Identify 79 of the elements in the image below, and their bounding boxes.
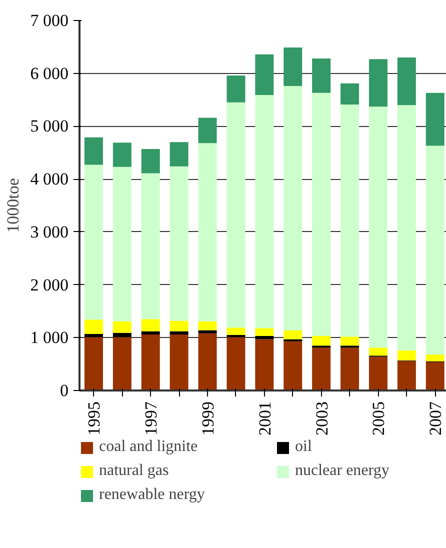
bar bbox=[198, 330, 217, 334]
bar bbox=[340, 104, 360, 337]
bar bbox=[368, 106, 388, 348]
bar bbox=[226, 102, 246, 328]
bar bbox=[84, 334, 103, 338]
bar bbox=[112, 142, 132, 167]
y-tick-label: 4 000 bbox=[30, 170, 68, 189]
bar bbox=[112, 337, 132, 390]
bar bbox=[198, 143, 217, 322]
bar bbox=[198, 333, 217, 390]
bar bbox=[84, 320, 103, 334]
bar bbox=[397, 350, 416, 360]
x-tick-label: 1999 bbox=[198, 402, 218, 436]
bar bbox=[426, 362, 444, 390]
legend-label: nuclear energy bbox=[295, 462, 390, 480]
bar bbox=[426, 146, 444, 355]
bar bbox=[226, 75, 246, 102]
bar bbox=[312, 348, 331, 390]
y-tick-label: 3 000 bbox=[30, 222, 68, 242]
bar bbox=[112, 166, 132, 322]
y-tick-label: 2 000 bbox=[30, 275, 68, 294]
bar bbox=[340, 348, 360, 390]
y-tick-label: 0 bbox=[60, 381, 68, 400]
bar bbox=[198, 118, 217, 144]
y-tick-label: 1 000 bbox=[30, 328, 68, 348]
bar bbox=[141, 319, 160, 332]
bar bbox=[170, 331, 188, 334]
bar bbox=[284, 47, 302, 86]
legend-label: renewable nergy bbox=[99, 486, 206, 504]
y-tick-label: 7 000 bbox=[30, 11, 68, 30]
bar bbox=[255, 95, 274, 328]
bar bbox=[368, 59, 388, 107]
bar bbox=[426, 92, 444, 146]
bar bbox=[397, 105, 416, 350]
bar bbox=[226, 328, 246, 335]
x-tick-label: 2003 bbox=[312, 402, 332, 436]
bar bbox=[368, 348, 388, 356]
bar bbox=[141, 173, 160, 320]
bar bbox=[397, 360, 416, 390]
x-tick-label: 1997 bbox=[142, 401, 161, 436]
legend-label: coal and lignite bbox=[99, 438, 199, 456]
y-axis-title: 1000toe bbox=[3, 178, 22, 233]
bar bbox=[170, 166, 188, 321]
bar bbox=[141, 334, 160, 390]
bar bbox=[141, 331, 160, 334]
y-tick-label: 6 000 bbox=[30, 64, 68, 83]
bar bbox=[312, 58, 331, 93]
bar bbox=[112, 321, 132, 333]
x-tick-label: 2007 bbox=[426, 401, 446, 436]
bar bbox=[426, 354, 444, 362]
legend-label: natural gas bbox=[99, 462, 170, 480]
bar bbox=[170, 334, 188, 390]
bar bbox=[312, 92, 331, 336]
bar bbox=[312, 336, 331, 346]
bar bbox=[340, 83, 360, 105]
bar bbox=[170, 320, 188, 332]
bar bbox=[255, 54, 274, 96]
bar bbox=[84, 337, 103, 390]
bar bbox=[255, 328, 274, 336]
legend-label: oil bbox=[295, 438, 313, 456]
bar bbox=[141, 148, 160, 174]
bar bbox=[112, 332, 132, 338]
bar bbox=[255, 336, 274, 340]
bar bbox=[284, 330, 302, 340]
bar bbox=[84, 164, 103, 320]
y-tick-label: 5 000 bbox=[30, 116, 68, 136]
bar bbox=[255, 339, 274, 390]
bar bbox=[340, 336, 360, 346]
bar bbox=[284, 341, 302, 390]
x-tick-label: 2001 bbox=[255, 402, 274, 436]
bar bbox=[397, 58, 416, 106]
bar bbox=[284, 86, 302, 330]
bar bbox=[198, 321, 217, 330]
x-tick-label: 2005 bbox=[369, 402, 388, 436]
bar bbox=[368, 356, 388, 390]
bar bbox=[84, 137, 103, 165]
x-tick-label: 1995 bbox=[84, 402, 104, 436]
bar bbox=[170, 142, 188, 166]
bar bbox=[226, 337, 246, 390]
